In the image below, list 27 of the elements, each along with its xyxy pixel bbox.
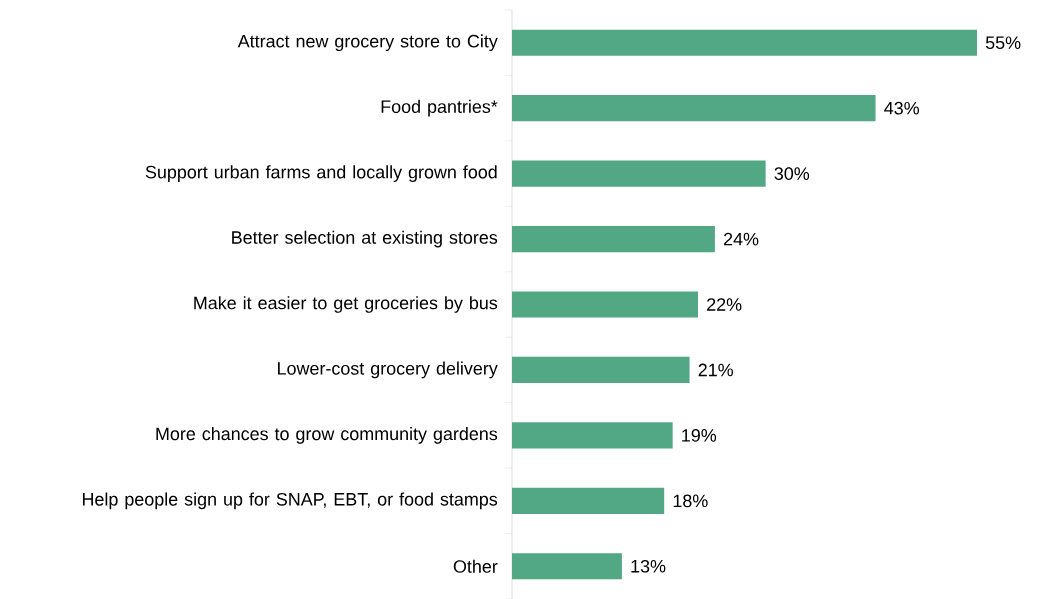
bar [512,422,673,449]
y-tick-label: Attract new grocery store to City [237,34,498,51]
data-label: 19% [682,428,717,442]
bar [512,487,665,514]
y-tick-label: More chances to grow community gardens [156,426,498,444]
data-label: 18% [673,494,708,508]
y-tick-label: Support urban farms and locally grown food [145,165,497,182]
bar [512,160,766,187]
data-label: 13% [631,559,666,573]
y-tick-label: Other [453,559,498,573]
bar [512,291,698,318]
bar [512,94,876,122]
data-label: 55% [985,36,1021,49]
data-label: 43% [884,101,919,115]
y-tick-label: Help people sign up for SNAP, EBT, or food stamps [82,492,498,510]
bar [512,29,977,56]
y-tick-label: Make it easier to get groceries by bus [194,296,498,313]
data-label: 24% [724,232,759,246]
y-tick-label: Lower-cost grocery delivery [278,361,498,379]
y-tick-label: Food pantries* [381,99,498,117]
y-tick-label: Better selection at existing stores [232,230,498,248]
data-label: 30% [774,167,810,180]
bar [512,356,690,383]
data-label: 21% [698,363,733,377]
data-label: 22% [707,298,742,311]
bar [512,553,622,580]
bar [512,225,715,253]
